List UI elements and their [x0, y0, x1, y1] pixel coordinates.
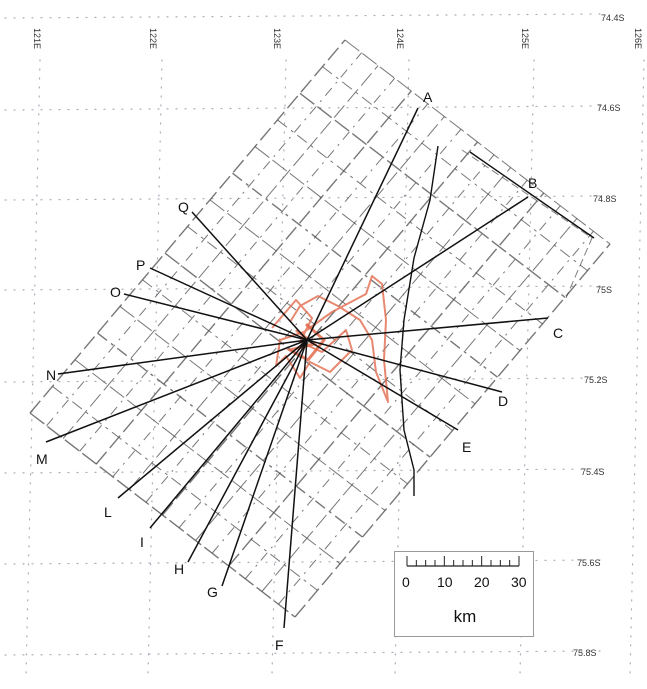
profile-label-H: H [174, 561, 185, 577]
parallel [4, 650, 601, 656]
survey-track [461, 149, 593, 299]
longitude-label-121E: 121E [32, 28, 42, 50]
profile-lines [45, 107, 595, 629]
survey-track [46, 52, 362, 427]
survey-track [178, 154, 495, 529]
profile-label-G: G [207, 584, 218, 600]
profile-line-B-edge [469, 151, 595, 239]
survey-track [232, 172, 498, 378]
red-trace [271, 275, 389, 403]
profile-line-F [283, 339, 308, 629]
profile-line-C [306, 317, 549, 341]
profile-line-G [221, 339, 308, 587]
longitude-label-124E: 124E [395, 28, 405, 50]
survey-track [278, 230, 594, 605]
scale-tick-30: 30 [511, 574, 527, 590]
profile-line-curve [399, 145, 439, 496]
latitude-label-74.6S: 74.6S [597, 103, 621, 113]
profile-label-L: L [104, 504, 112, 520]
latitude-label-75.6S: 75.6S [577, 558, 601, 568]
parallel [4, 377, 601, 383]
profile-label-Q: Q [178, 199, 189, 215]
latitude-label-75.2S: 75.2S [584, 375, 608, 385]
profile-label-I: I [140, 534, 144, 550]
longitude-label-122E: 122E [148, 28, 158, 50]
survey-track [79, 77, 396, 452]
profile-label-N: N [46, 367, 57, 383]
parallel [4, 468, 601, 474]
survey-track [244, 205, 561, 580]
profile-line-Q [191, 211, 308, 341]
latitude-label-74.8S: 74.8S [593, 194, 617, 204]
longitude-label-123E: 123E [272, 28, 282, 50]
profile-line-L [117, 339, 308, 499]
profile-line-I [149, 339, 308, 529]
profile-line-H [187, 339, 308, 563]
profile-line-A [306, 107, 419, 341]
scale-tick-0: 0 [402, 574, 410, 590]
longitude-label-126E: 126E [633, 28, 643, 50]
scale-unit: km [453, 607, 477, 626]
profile-label-O: O [110, 284, 121, 300]
profile-line-P [149, 267, 308, 341]
profile-label-A: A [423, 89, 433, 105]
profile-line-M [45, 339, 308, 443]
scale-bar-ruler [406, 556, 520, 567]
parallel [4, 13, 601, 19]
profile-label-C: C [553, 325, 564, 341]
parallel [4, 285, 601, 291]
meridian [25, 59, 41, 676]
profile-label-F: F [275, 637, 284, 653]
latitude-label-74.4S: 74.4S [601, 13, 625, 23]
profile-label-P: P [136, 257, 146, 273]
profile-line-D [306, 339, 503, 393]
meridian [271, 59, 287, 676]
scale-tick-20: 20 [474, 574, 490, 590]
scale-tick-10: 10 [437, 574, 453, 590]
parallel [4, 105, 601, 111]
profile-line-B [306, 196, 529, 341]
meridian [629, 59, 645, 676]
survey-track [128, 116, 445, 490]
longitude-label-125E: 125E [520, 28, 530, 50]
survey-track [161, 141, 479, 516]
survey-track [62, 65, 379, 439]
profile-label-D: D [498, 393, 509, 409]
profile-label-M: M [36, 451, 48, 467]
survey-track [97, 332, 363, 538]
profile-line-N [57, 339, 308, 375]
survey-track [299, 92, 566, 298]
survey-track [112, 103, 429, 478]
survey-track [211, 179, 528, 554]
latitude-label-75S: 75S [596, 285, 613, 295]
survey-track [261, 218, 578, 592]
profile-label-E: E [462, 439, 472, 455]
survey-track [294, 243, 611, 618]
profile-line-O [123, 293, 308, 341]
profile-line-E [306, 339, 459, 431]
survey-grid [29, 39, 611, 618]
latitude-label-75.4S: 75.4S [581, 467, 605, 477]
profile-label-B: B [528, 175, 538, 191]
survey-track [145, 128, 462, 503]
survey-track [195, 167, 512, 541]
meridian [147, 59, 163, 676]
survey-track [29, 39, 346, 414]
survey-trace [271, 275, 389, 403]
parallel [4, 195, 601, 201]
survey-track [95, 90, 412, 465]
scale-bar: 0 10 20 30 km [394, 551, 534, 637]
latitude-label-75.8S: 75.8S [573, 648, 597, 658]
